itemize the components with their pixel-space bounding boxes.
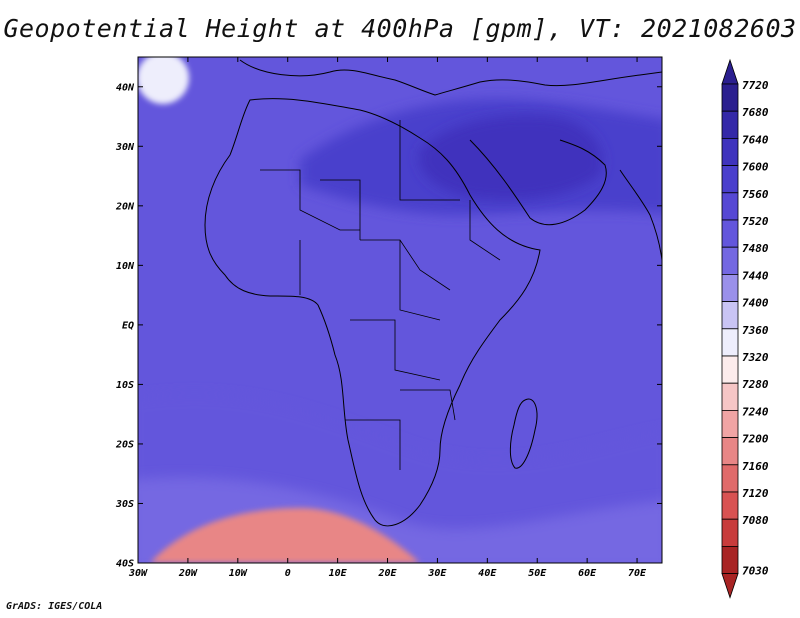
- lon-tick-label: 10W: [229, 568, 248, 579]
- colorbar-swatch: [721, 246, 739, 275]
- lon-tick-label: 30W: [128, 568, 148, 579]
- colorbar-swatch: [721, 192, 739, 221]
- field-polar-low: [150, 508, 420, 563]
- lat-tick-label: 30S: [115, 499, 134, 510]
- lat-tick-label: 20S: [115, 439, 134, 450]
- colorbar-label: 7120: [742, 487, 769, 500]
- colorbar-label: 7080: [742, 514, 769, 527]
- colorbar-swatch: [721, 518, 739, 547]
- colorbar-label: 7320: [742, 351, 769, 364]
- colorbar-swatch: [721, 437, 739, 466]
- footer-credit: GrADS: IGES/COLA: [6, 601, 103, 612]
- colorbar-label: 7200: [742, 433, 769, 446]
- colorbar-swatch: [721, 110, 739, 139]
- colorbar-swatch: [721, 464, 739, 493]
- lat-tick-label: EQ: [122, 320, 134, 331]
- colorbar-label: 7560: [742, 188, 769, 201]
- colorbar-label: 7160: [742, 460, 769, 473]
- lon-tick-label: 60E: [578, 568, 597, 579]
- colorbar-swatch: [721, 491, 739, 520]
- colorbar-label: 7280: [742, 378, 769, 391]
- lat-tick-label: 20N: [115, 201, 135, 212]
- colorbar-swatch: [721, 546, 739, 575]
- field-atlantic-low: [138, 57, 189, 104]
- madagascar-coastline: [509, 398, 538, 469]
- colorbar-label: 7360: [742, 324, 769, 337]
- coastlines: [204, 59, 662, 527]
- colorbar-label: 7640: [742, 133, 769, 146]
- border-lines: [260, 120, 501, 470]
- lat-tick-label: 10N: [116, 261, 135, 272]
- plot-frame: [137, 56, 663, 564]
- colorbar-swatch: [721, 137, 739, 166]
- colorbar-swatch: [721, 355, 739, 384]
- lon-tick-label: 10E: [329, 568, 348, 579]
- colorbar-label: 7720: [742, 79, 769, 92]
- colorbar-bottom-arrow: [721, 573, 739, 599]
- lat-tick-label: 10S: [116, 380, 134, 391]
- africa-coastline: [204, 98, 541, 527]
- lat-tick-label: 40N: [116, 82, 135, 93]
- lat-tick-label: 30N: [115, 142, 135, 153]
- arabia-coastline: [469, 139, 607, 226]
- europe-coastline: [239, 59, 662, 96]
- colorbar-label: 7440: [742, 269, 769, 282]
- colorbar-swatch: [721, 83, 739, 112]
- colorbar-label: 7680: [742, 106, 769, 119]
- india-coastline: [619, 169, 662, 261]
- map-title: Geopotential Height at 400hPa [gpm], VT:…: [3, 14, 797, 43]
- lon-tick-label: 30E: [427, 568, 447, 579]
- colorbar-swatch: [721, 328, 739, 357]
- colorbar-label: 7240: [742, 405, 769, 418]
- colorbar-swatch: [721, 382, 739, 411]
- colorbar-swatch: [721, 165, 739, 194]
- lon-tick-label: 0: [285, 568, 291, 579]
- colorbar-swatch: [721, 301, 739, 330]
- lon-tick-label: 20E: [377, 568, 397, 579]
- colorbar-swatch: [721, 409, 739, 438]
- colorbar-label: 7520: [742, 215, 769, 228]
- colorbar-label: 7400: [742, 297, 769, 310]
- colorbar-label: 7600: [742, 161, 769, 174]
- colorbar: 7720 7680 7640 7600 7560 7520 7480 7440 7400 7360…: [721, 58, 769, 599]
- colorbar-swatch: [721, 273, 739, 302]
- colorbar-swatch: [721, 219, 739, 248]
- colorbar-label: 7030: [742, 565, 769, 578]
- lat-tick-label: 40S: [116, 559, 134, 570]
- field-arabia-high: [419, 115, 603, 200]
- lon-tick-label: 20W: [178, 568, 198, 579]
- lon-tick-label: 40E: [478, 568, 497, 579]
- colorbar-label: 7480: [742, 242, 769, 255]
- colorbar-top-arrow: [721, 58, 739, 85]
- lon-tick-label: 50E: [528, 568, 547, 579]
- lon-tick-label: 70E: [628, 568, 647, 579]
